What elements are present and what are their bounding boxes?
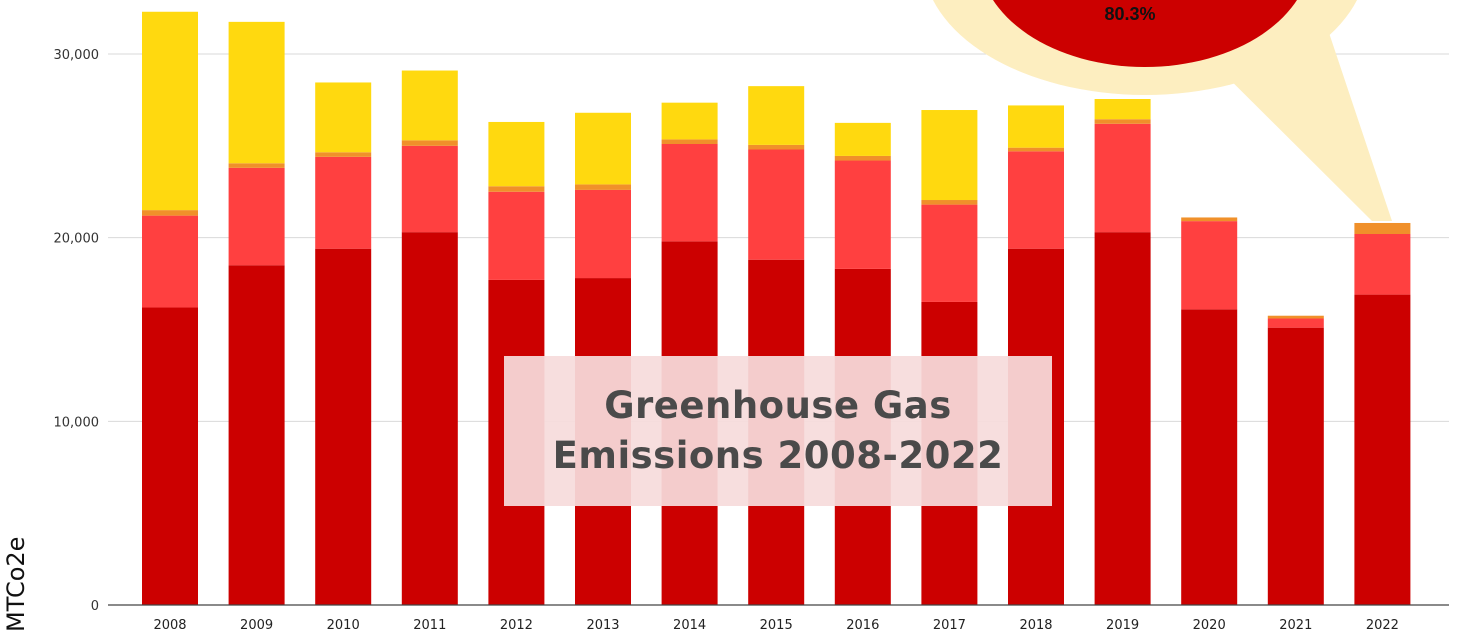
bar-segment-2015-s4 [748,86,805,145]
bar-segment-2014-s2 [661,143,718,242]
chart-title-line-2: Emissions 2008-2022 [552,434,1004,477]
bar-segment-2009-s2 [228,167,285,266]
bar-segment-2008-s2 [142,215,198,308]
y-axis-label: MTCo2e [2,537,30,632]
chart-title-line-1: Greenhouse Gas [604,384,952,427]
x-tick-label-2022: 2022 [1366,618,1399,633]
bar-segment-2017-s2 [921,204,978,302]
y-axis-ticks: 0 10,000 20,000 30,000 [54,48,100,614]
bar-segment-2013-s2 [575,189,631,279]
bar-segment-2014-s4 [661,102,718,140]
chart-title-box: Greenhouse Gas Emissions 2008-2022 [504,356,1052,506]
bar-segment-2019-s4 [1094,98,1151,120]
bar-segment-2020-s1 [1181,309,1238,605]
bar-segment-2020-s2 [1181,221,1238,310]
bar-segment-2022-s1 [1354,294,1411,605]
callout-bubble [993,0,1297,67]
bar-segment-2009-s1 [228,265,285,605]
x-axis-ticks: 2008 2009 2010 2011 2012 2013 2014 2015 2016 2017… [153,618,1398,633]
bar-segment-2021-s3 [1267,315,1324,319]
bar-segment-2011-s2 [401,145,458,233]
bar-segment-2010-s4 [315,82,372,153]
x-tick-label-2021: 2021 [1279,618,1312,633]
callout-percentage: 80.3% [1104,4,1155,24]
bar-segment-2018-s3 [1008,147,1064,152]
x-tick-label-2009: 2009 [240,618,273,633]
x-tick-label-2014: 2014 [673,618,706,633]
bar-segment-2014-s3 [661,139,718,144]
bar-segment-2018-s2 [1008,151,1064,249]
bar-segment-2012-s3 [488,186,545,192]
bar-segment-2009-s4 [228,21,285,164]
bar-segment-2021-s1 [1267,327,1324,605]
bar-segment-2011-s4 [401,70,458,141]
bar-segment-2017-s4 [921,110,978,201]
bar-segment-2012-s2 [488,191,545,280]
bar-segment-2008-s4 [142,11,198,211]
bar-segment-2008-s1 [142,307,198,605]
bar-segment-2013-s4 [575,112,631,185]
bar-segment-2010-s1 [315,248,372,606]
bar-segment-2010-s3 [315,152,372,157]
bar-segment-2019-s1 [1094,232,1151,605]
x-tick-label-2010: 2010 [327,618,360,633]
x-tick-label-2012: 2012 [500,618,533,633]
percentage-callout: 80.3% [933,0,1392,221]
x-tick-label-2013: 2013 [586,618,619,633]
bar-segment-2016-s4 [834,122,891,156]
bar-segment-2021-s2 [1267,318,1324,328]
x-tick-label-2020: 2020 [1193,618,1226,633]
bar-segment-2016-s2 [834,160,891,269]
bar-segment-2018-s4 [1008,105,1064,148]
bar-segment-2013-s3 [575,184,631,190]
y-tick-label: 10,000 [54,415,100,430]
bar-segment-2017-s3 [921,200,978,205]
bar-segment-2010-s2 [315,156,372,249]
bar-segment-2011-s3 [401,140,458,146]
y-tick-label: 0 [91,599,99,614]
x-tick-label-2008: 2008 [153,618,186,633]
bar-segment-2019-s3 [1094,119,1151,124]
bar-segment-2016-s3 [834,155,891,161]
bar-segment-2008-s3 [142,210,198,216]
y-tick-label: 20,000 [54,232,100,247]
x-tick-label-2018: 2018 [1019,618,1052,633]
x-tick-label-2011: 2011 [413,618,446,633]
bar-segment-2015-s3 [748,144,805,150]
bar-segment-2011-s1 [401,232,458,605]
x-tick-label-2019: 2019 [1106,618,1139,633]
bar-segment-2012-s4 [488,121,545,187]
bar-segment-2020-s3 [1181,217,1238,222]
bar-segment-2019-s2 [1094,123,1151,233]
bar-segment-2022-s3 [1354,222,1411,234]
y-tick-label: 30,000 [54,48,100,63]
x-tick-label-2015: 2015 [760,618,793,633]
x-tick-label-2016: 2016 [846,618,879,633]
bar-segment-2022-s2 [1354,233,1411,295]
x-tick-label-2017: 2017 [933,618,966,633]
bar-segment-2015-s2 [748,149,805,260]
bar-stacks [142,11,1411,606]
bar-segment-2009-s3 [228,163,285,168]
